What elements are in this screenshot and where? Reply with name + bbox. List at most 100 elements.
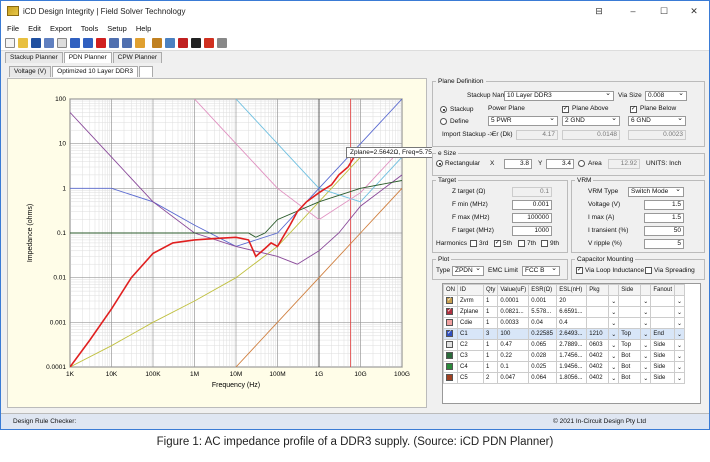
fanout-dropdown-icon[interactable]: ⌄ (673, 317, 686, 329)
esr-cell[interactable]: 5.578... (528, 306, 558, 318)
harmonic-3rd-checkbox[interactable] (470, 240, 477, 247)
fanout-dropdown-icon[interactable]: ⌄ (673, 306, 686, 318)
undo-icon[interactable] (70, 37, 80, 48)
fanout-cell[interactable] (650, 295, 675, 307)
esl-cell[interactable]: 1.9456... (556, 361, 588, 373)
side-cell[interactable]: Bot (618, 372, 642, 384)
esr-cell[interactable]: 0.065 (528, 339, 558, 351)
copy-icon[interactable] (122, 37, 132, 48)
fanout-dropdown-icon[interactable]: ⌄ (673, 361, 686, 373)
esr-cell[interactable]: 0.001 (528, 295, 558, 307)
fanout-dropdown-icon[interactable]: ⌄ (673, 350, 686, 362)
pkg-dropdown-icon[interactable]: ⌄ (608, 372, 620, 384)
qty-cell[interactable]: 3 (482, 328, 499, 340)
delete-icon[interactable] (96, 37, 106, 48)
open-folder-icon[interactable] (18, 37, 28, 48)
series-color-swatch[interactable]: ✓ (446, 330, 453, 338)
value-cell[interactable]: 0.0033 (497, 317, 530, 329)
side-cell[interactable] (618, 317, 642, 329)
maximize-button[interactable]: ☐ (659, 5, 669, 16)
value-cell[interactable]: 0.0001 (497, 295, 530, 307)
pkg-cell[interactable]: 0402 (586, 350, 610, 362)
side-cell[interactable] (618, 306, 642, 318)
side-cell[interactable]: Bot (618, 361, 642, 373)
x-field[interactable]: 3.8 (504, 159, 532, 169)
side-cell[interactable]: Top (618, 328, 642, 340)
value-cell[interactable]: 0.1 (497, 361, 530, 373)
pkg-cell[interactable]: 0402 (586, 361, 610, 373)
fanout-cell[interactable]: Side (650, 350, 675, 362)
on-checkbox-cell[interactable] (443, 350, 458, 362)
side-cell[interactable] (618, 295, 642, 307)
side-dropdown-icon[interactable]: ⌄ (640, 295, 652, 307)
fanout-cell[interactable]: Side (650, 339, 675, 351)
pkg-cell[interactable] (586, 295, 610, 307)
side-dropdown-icon[interactable]: ⌄ (640, 328, 652, 340)
fanout-dropdown-icon[interactable]: ⌄ (673, 295, 686, 307)
power-plane-select[interactable]: 5 PWR (488, 116, 558, 126)
save-as-icon[interactable] (44, 37, 54, 48)
on-checkbox-cell[interactable] (443, 339, 458, 351)
table-row[interactable]: ✓ Zplane 1 0.0821... 5.578... 6.6591... ⌄ ⌄ ⌄ (443, 306, 686, 318)
menu-setup[interactable]: Setup (107, 23, 127, 33)
menu-tools[interactable]: Tools (80, 23, 99, 33)
esr-cell[interactable]: 0.22585 (528, 328, 558, 340)
pkg-cell[interactable]: 0603 (586, 339, 610, 351)
area-radio[interactable] (578, 160, 585, 167)
redo-icon[interactable] (83, 37, 93, 48)
voltage-field[interactable]: 1.5 (644, 200, 684, 210)
imax-field[interactable]: 1.5 (644, 213, 684, 223)
series-color-swatch[interactable]: ✓ (446, 297, 453, 305)
table-row[interactable]: ✓ Zvrm 1 0.0001 0.001 20 ⌄ ⌄ ⌄ (443, 295, 686, 307)
pkg-cell[interactable]: 1210 (586, 328, 610, 340)
via-size-select[interactable]: 0.008 (645, 91, 687, 101)
series-color-swatch[interactable] (446, 363, 453, 371)
snap-icon[interactable]: ⊟ (595, 5, 603, 16)
on-checkbox-cell[interactable]: ✓ (443, 306, 458, 318)
pkg-dropdown-icon[interactable]: ⌄ (608, 295, 620, 307)
chart-icon[interactable] (165, 37, 175, 48)
qty-cell[interactable]: 1 (482, 295, 499, 307)
stackup-radio[interactable] (440, 106, 447, 113)
new-file-icon[interactable] (5, 37, 15, 48)
value-cell[interactable]: 0.0821... (497, 306, 530, 318)
plane-below-checkbox[interactable]: ✓ (630, 106, 637, 113)
plot-type-select[interactable]: ZPDN (452, 266, 484, 276)
esl-cell[interactable]: 2.6493... (556, 328, 588, 340)
series-color-swatch[interactable] (446, 341, 453, 349)
value-cell[interactable]: 0.047 (497, 372, 530, 384)
fanout-dropdown-icon[interactable]: ⌄ (673, 339, 686, 351)
side-dropdown-icon[interactable]: ⌄ (640, 361, 652, 373)
side-dropdown-icon[interactable]: ⌄ (640, 339, 652, 351)
layer-icon[interactable] (191, 37, 201, 48)
side-dropdown-icon[interactable]: ⌄ (640, 372, 652, 384)
rectangular-radio[interactable] (436, 160, 443, 167)
vripple-field[interactable]: 5 (644, 239, 684, 249)
f-max-field[interactable]: 100000 (512, 213, 552, 223)
menu-export[interactable]: Export (50, 23, 72, 33)
fanout-dropdown-icon[interactable]: ⌄ (673, 328, 686, 340)
qty-cell[interactable]: 1 (482, 317, 499, 329)
pkg-dropdown-icon[interactable]: ⌄ (608, 361, 620, 373)
cut-icon[interactable] (109, 37, 119, 48)
fanout-cell[interactable]: End (650, 328, 675, 340)
pkg-cell[interactable] (586, 317, 610, 329)
design-rule-checker-label[interactable]: Design Rule Checker: (13, 418, 77, 425)
define-radio[interactable] (440, 118, 447, 125)
esr-cell[interactable]: 0.025 (528, 361, 558, 373)
value-cell[interactable]: 0.22 (497, 350, 530, 362)
tab-cpw-planner[interactable]: CPW Planner (112, 52, 163, 63)
y-field[interactable]: 3.4 (546, 159, 574, 169)
menu-edit[interactable]: Edit (28, 23, 42, 33)
on-checkbox-cell[interactable] (443, 317, 458, 329)
itransient-field[interactable]: 50 (644, 226, 684, 236)
esl-cell[interactable]: 20 (556, 295, 588, 307)
import-stackup-label[interactable]: Import Stackup -> (442, 131, 494, 138)
harmonic-5th-checkbox[interactable]: ✓ (494, 240, 501, 247)
table-row[interactable]: C3 1 0.22 0.028 1.7456... 0402 ⌄ Bot ⌄ Side ⌄ (443, 350, 686, 362)
pkg-dropdown-icon[interactable]: ⌄ (608, 339, 620, 351)
pkg-dropdown-icon[interactable]: ⌄ (608, 306, 620, 318)
fanout-cell[interactable]: Side (650, 372, 675, 384)
esr-cell[interactable]: 0.04 (528, 317, 558, 329)
close-button[interactable]: ✕ (690, 5, 698, 16)
